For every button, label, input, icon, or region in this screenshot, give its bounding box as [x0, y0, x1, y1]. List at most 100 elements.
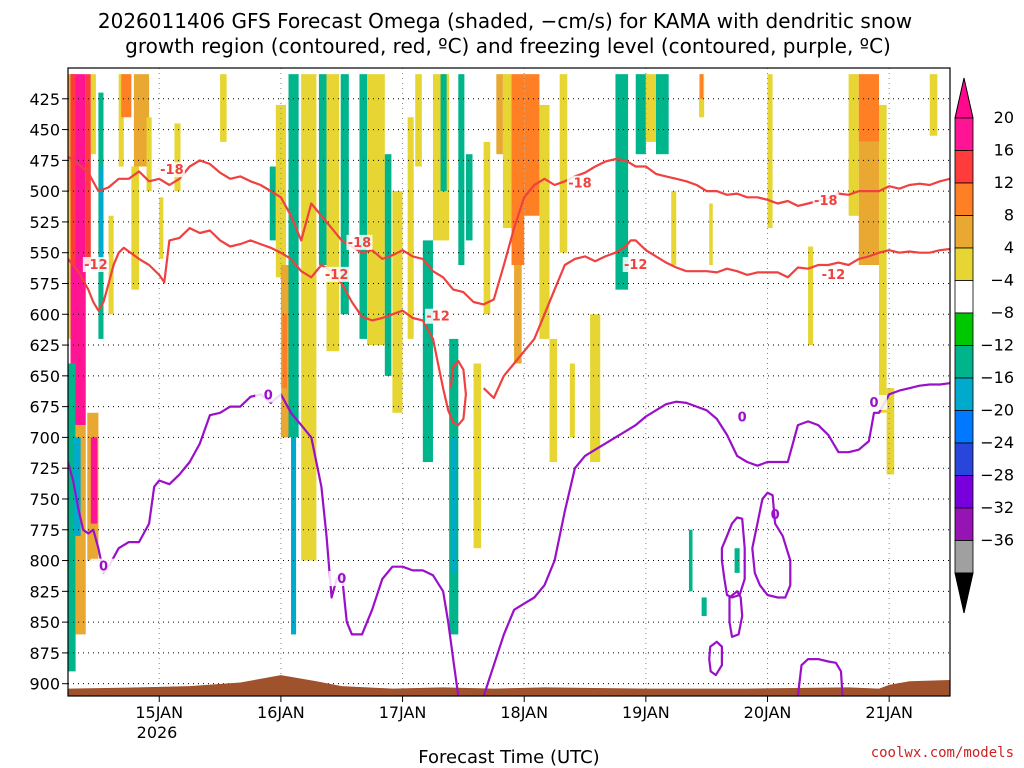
colorbar-label-9: −20: [980, 401, 1014, 420]
terrain-fill: [68, 675, 950, 696]
y-tick-label-775: 775: [29, 521, 60, 540]
contour-line-9: [796, 658, 844, 696]
omega-cell-47: [496, 74, 503, 155]
omega-cell-28: [301, 74, 317, 561]
contour-label-bg: [323, 266, 350, 282]
colorbar-label-8: −16: [980, 368, 1014, 387]
omega-cell-51: [524, 74, 540, 216]
omega-cell-14: [118, 74, 124, 167]
omega-cell-57: [615, 74, 629, 290]
terrain-layer: [68, 675, 950, 696]
contour-label-bg: [812, 192, 839, 208]
y-tick-label-650: 650: [29, 367, 60, 386]
omega-cell-34: [384, 154, 392, 376]
omega-cell-29: [318, 74, 327, 266]
gridlines: [68, 68, 950, 696]
x-tick-label-20JAN: 20JAN: [744, 703, 792, 722]
colorbar-label-0: 20: [994, 108, 1014, 127]
omega-cell-70: [879, 104, 887, 413]
colorbar-label-5: −4: [990, 271, 1014, 290]
colorbar-label-2: 12: [994, 173, 1014, 192]
omega-cell-38: [422, 240, 433, 463]
colorbar-segment-3: [954, 215, 974, 249]
omega-cell-32: [359, 74, 368, 339]
omega-cell-50: [514, 265, 522, 364]
omega-cell-66: [808, 246, 814, 346]
omega-cell-4: [68, 191, 71, 339]
omega-cell-46: [483, 141, 491, 315]
contour-label: -12: [624, 258, 648, 273]
omega-cell-35: [392, 191, 403, 413]
omega-cell-6: [68, 363, 76, 672]
omega-cell-18: [146, 117, 152, 192]
colorbar-label-10: −24: [980, 433, 1014, 452]
colorbar-segment-1: [954, 150, 974, 184]
omega-cell-8: [74, 437, 81, 536]
omega-cell-43: [458, 74, 465, 266]
y-tick-label-425: 425: [29, 90, 60, 109]
omega-cell-40: [440, 74, 447, 192]
contour-label-bg: [425, 308, 452, 324]
contour-label-bg: [346, 234, 373, 250]
plot-frame: [67, 67, 951, 697]
contour-label: 0: [264, 389, 273, 404]
omega-cell-48: [502, 74, 512, 229]
contour-label-bg: [82, 257, 109, 273]
omega-shading-layer: [68, 74, 938, 672]
x-axis-year: 2026: [137, 723, 178, 742]
contour-label-bg: [622, 257, 649, 273]
colorbar-label-13: −36: [980, 531, 1014, 550]
omega-cell-3: [68, 74, 71, 192]
x-axis-ticks: 15JAN 16JAN 17JAN 18JAN 19JAN 20JAN 21JAN: [135, 696, 913, 722]
chart-title-line1: 2026011406 GFS Forecast Omega (shaded, −…: [98, 9, 912, 33]
colorbar-segment-6: [954, 312, 974, 346]
omega-cell-26: [288, 74, 299, 438]
y-tick-label-825: 825: [29, 582, 60, 601]
contour-line-3: [68, 393, 460, 696]
omega-cell-61: [671, 191, 677, 266]
contour-label: 0: [738, 411, 747, 426]
y-tick-label-900: 900: [29, 675, 60, 694]
omega-cell-5: [90, 74, 96, 155]
colorbar-label-7: −12: [980, 336, 1014, 355]
omega-cell-42: [451, 437, 457, 573]
y-tick-label-625: 625: [29, 336, 60, 355]
contour-label: 0: [337, 572, 346, 587]
omega-cell-71: [886, 388, 895, 475]
omega-cell-21: [220, 74, 227, 142]
contour-label: -18: [160, 163, 184, 178]
omega-cell-45: [473, 363, 482, 549]
credit-text: coolwx.com/models: [871, 745, 1014, 761]
colorbar-segment-5: [954, 280, 974, 314]
contour-label: -12: [426, 310, 450, 325]
colorbar-label-11: −28: [980, 466, 1014, 485]
omega-cell-20: [174, 123, 181, 192]
omega-cell-56: [590, 314, 601, 463]
omega-cell-49: [511, 74, 525, 266]
colorbar-segment-9: [954, 410, 974, 444]
colorbar-label-1: 16: [994, 141, 1014, 160]
y-tick-label-450: 450: [29, 121, 60, 140]
omega-cell-75: [701, 597, 707, 616]
contour-label: -12: [325, 268, 349, 283]
y-tick-label-550: 550: [29, 244, 60, 263]
colorbar-segment-7: [954, 345, 974, 379]
contour-label: -18: [814, 194, 838, 209]
omega-cell-17: [131, 166, 139, 290]
colorbar-label-6: −8: [990, 303, 1014, 322]
colorbar-segment-12: [954, 507, 974, 541]
contour-line-2: [482, 239, 950, 400]
contour-line-6: [751, 491, 792, 599]
colorbar: 20 16 12 8 4 −4 −8 −12 −16 −20 −24 −28 −32 −36: [954, 77, 1014, 614]
y-tick-label-850: 850: [29, 613, 60, 632]
colorbar-segment-2: [954, 182, 974, 216]
omega-cell-15: [121, 74, 132, 118]
contour-line-1: [68, 227, 467, 427]
contour-label-bg: [820, 266, 847, 282]
omega-cell-27: [291, 437, 297, 635]
chart-title-line2: growth region (contoured, red, ºC) and f…: [125, 34, 891, 58]
omega-cell-69: [858, 141, 880, 266]
y-tick-label-575: 575: [29, 274, 60, 293]
